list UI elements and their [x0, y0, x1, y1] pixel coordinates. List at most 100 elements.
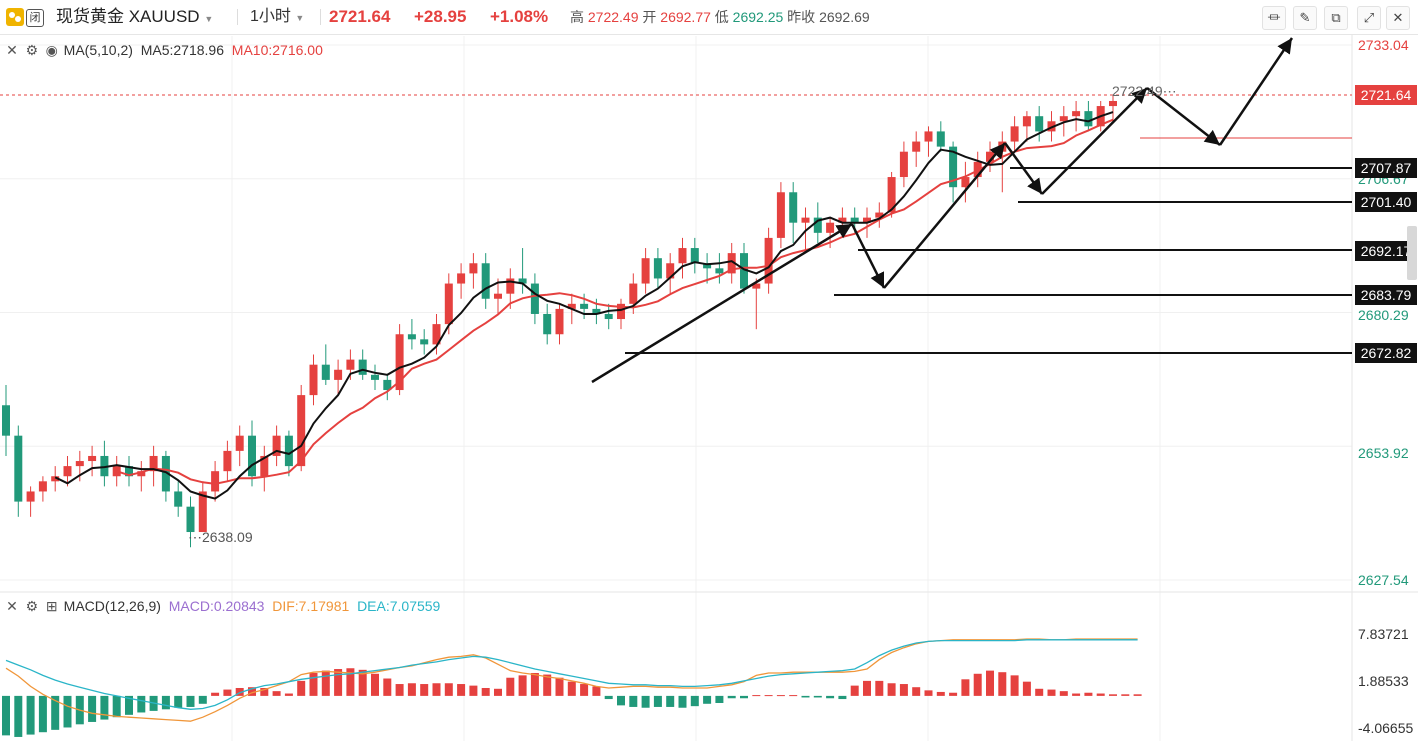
fullscreen-icon[interactable]: ⤢: [1357, 6, 1381, 30]
macd-histogram-bar: [912, 687, 921, 696]
macd-histogram-bar: [973, 673, 982, 696]
trend-arrow: [1041, 87, 1148, 195]
candle-body: [469, 263, 478, 274]
prev-close-label: 昨收: [787, 9, 816, 25]
macd-histogram-bar: [1010, 675, 1019, 696]
macd-histogram-bar: [776, 695, 785, 697]
settings-icon[interactable]: ⚙: [25, 42, 39, 58]
level-tag: 2707.87: [1355, 158, 1417, 178]
candle-body: [272, 435, 281, 456]
macd-histogram-bar: [51, 695, 60, 730]
candle-type-icon[interactable]: ⧉: [1324, 6, 1348, 30]
macd-histogram-bar: [358, 669, 367, 696]
macd-histogram-bar: [38, 695, 47, 733]
macd-histogram-bar: [789, 695, 798, 697]
candle-body: [715, 268, 724, 274]
candle-body: [346, 359, 355, 370]
macd-histogram-bar: [580, 684, 589, 696]
candle-body: [961, 177, 970, 188]
candle-body: [924, 131, 933, 142]
close-icon[interactable]: ✕: [6, 598, 18, 614]
high-label: 高: [570, 9, 584, 25]
candle-body: [260, 455, 269, 477]
candle-body: [383, 379, 392, 391]
chevron-down-icon: ▼: [204, 14, 214, 24]
candles: [2, 95, 1117, 548]
settings-icon[interactable]: ⚙: [25, 598, 39, 614]
close-icon[interactable]: ✕: [6, 42, 18, 58]
symbol-selector[interactable]: 现货黄金 XAUUSD ▼: [56, 0, 213, 34]
candle-body: [174, 491, 183, 507]
macd-histogram-bar: [518, 675, 527, 696]
macd-histogram-bar: [346, 668, 355, 696]
dea-value: DEA:7.07559: [357, 598, 441, 614]
macd-axis-label: 1.88533: [1358, 673, 1409, 689]
candle-body: [235, 435, 244, 451]
candle-body: [850, 217, 859, 223]
macd-histogram-bar: [678, 695, 687, 708]
interval-selector[interactable]: 1小时 ▼: [250, 0, 304, 34]
macd-histogram-bar: [211, 692, 220, 696]
macd-histogram-bar: [100, 695, 109, 720]
level-tag: 2692.17: [1355, 241, 1417, 261]
candle-body: [26, 491, 35, 502]
macd-histogram-bar: [407, 683, 416, 696]
macd-histogram-bar: [223, 689, 232, 696]
close-icon[interactable]: ✕: [1386, 6, 1410, 30]
logo-icon: [6, 8, 24, 26]
indicator-icon[interactable]: ⏛: [1262, 6, 1286, 30]
eye-icon[interactable]: ◉: [45, 42, 58, 58]
macd-axis-label: 7.83721: [1358, 626, 1409, 642]
macd-histogram-bar: [284, 693, 293, 696]
candle-body: [875, 212, 884, 218]
candle-body: [592, 308, 601, 314]
draw-icon[interactable]: ✎: [1293, 6, 1317, 30]
candle-body: [580, 303, 589, 309]
price-change-percent: +1.08%: [490, 7, 549, 26]
macd-histogram-bar: [235, 687, 244, 696]
candle-body: [63, 466, 72, 477]
macd-histogram-bar: [887, 683, 896, 696]
chevron-down-icon: ▼: [295, 13, 305, 23]
macd-histogram-bar: [2, 695, 10, 736]
level-tag: 2672.82: [1355, 343, 1417, 363]
macd-histogram-bar: [567, 681, 576, 696]
drawn-arrows: [591, 37, 1294, 384]
macd-histogram-bar: [112, 695, 121, 718]
macd-histogram-bar: [530, 672, 539, 696]
trend-arrow: [591, 222, 853, 384]
candle-body: [1035, 116, 1044, 132]
price-axis-label: 2627.54: [1358, 572, 1409, 588]
ma-lines: [54, 111, 1114, 500]
candle-body: [481, 263, 490, 299]
candle-body: [506, 278, 515, 294]
candle-body: [51, 476, 60, 482]
candle-body: [358, 359, 367, 375]
macd-histogram-bar: [1133, 694, 1142, 696]
macd-pane: [2, 638, 1142, 737]
macd-histogram-bar: [961, 679, 970, 696]
level-tag: 2683.79: [1355, 285, 1417, 305]
ma10-line: [116, 118, 1114, 485]
macd-histogram-bar: [334, 669, 343, 696]
macd-histogram-bar: [641, 695, 650, 708]
candle-body: [211, 471, 220, 492]
current-price-tag: 2721.64: [1355, 85, 1417, 105]
macd-histogram-bar: [506, 677, 515, 696]
candle-body: [137, 471, 146, 477]
candle-body: [432, 324, 441, 345]
candle-body: [629, 283, 638, 304]
ma-legend: ✕ ⚙ ◉ MA(5,10,2) MA5:2718.96 MA10:2716.0…: [4, 38, 323, 62]
candle-body: [38, 481, 47, 492]
candle-body: [752, 283, 761, 289]
symbol-label: 现货黄金 XAUUSD: [56, 7, 200, 26]
side-panel-handle[interactable]: [1407, 226, 1417, 280]
candle-body: [1059, 116, 1068, 122]
candle-body: [161, 455, 170, 492]
candle-body: [1109, 100, 1117, 107]
macd-histogram-bar: [666, 695, 675, 707]
plus-box-icon[interactable]: ⊞: [45, 598, 58, 614]
candle-body: [604, 313, 613, 320]
candle-body: [457, 273, 466, 284]
